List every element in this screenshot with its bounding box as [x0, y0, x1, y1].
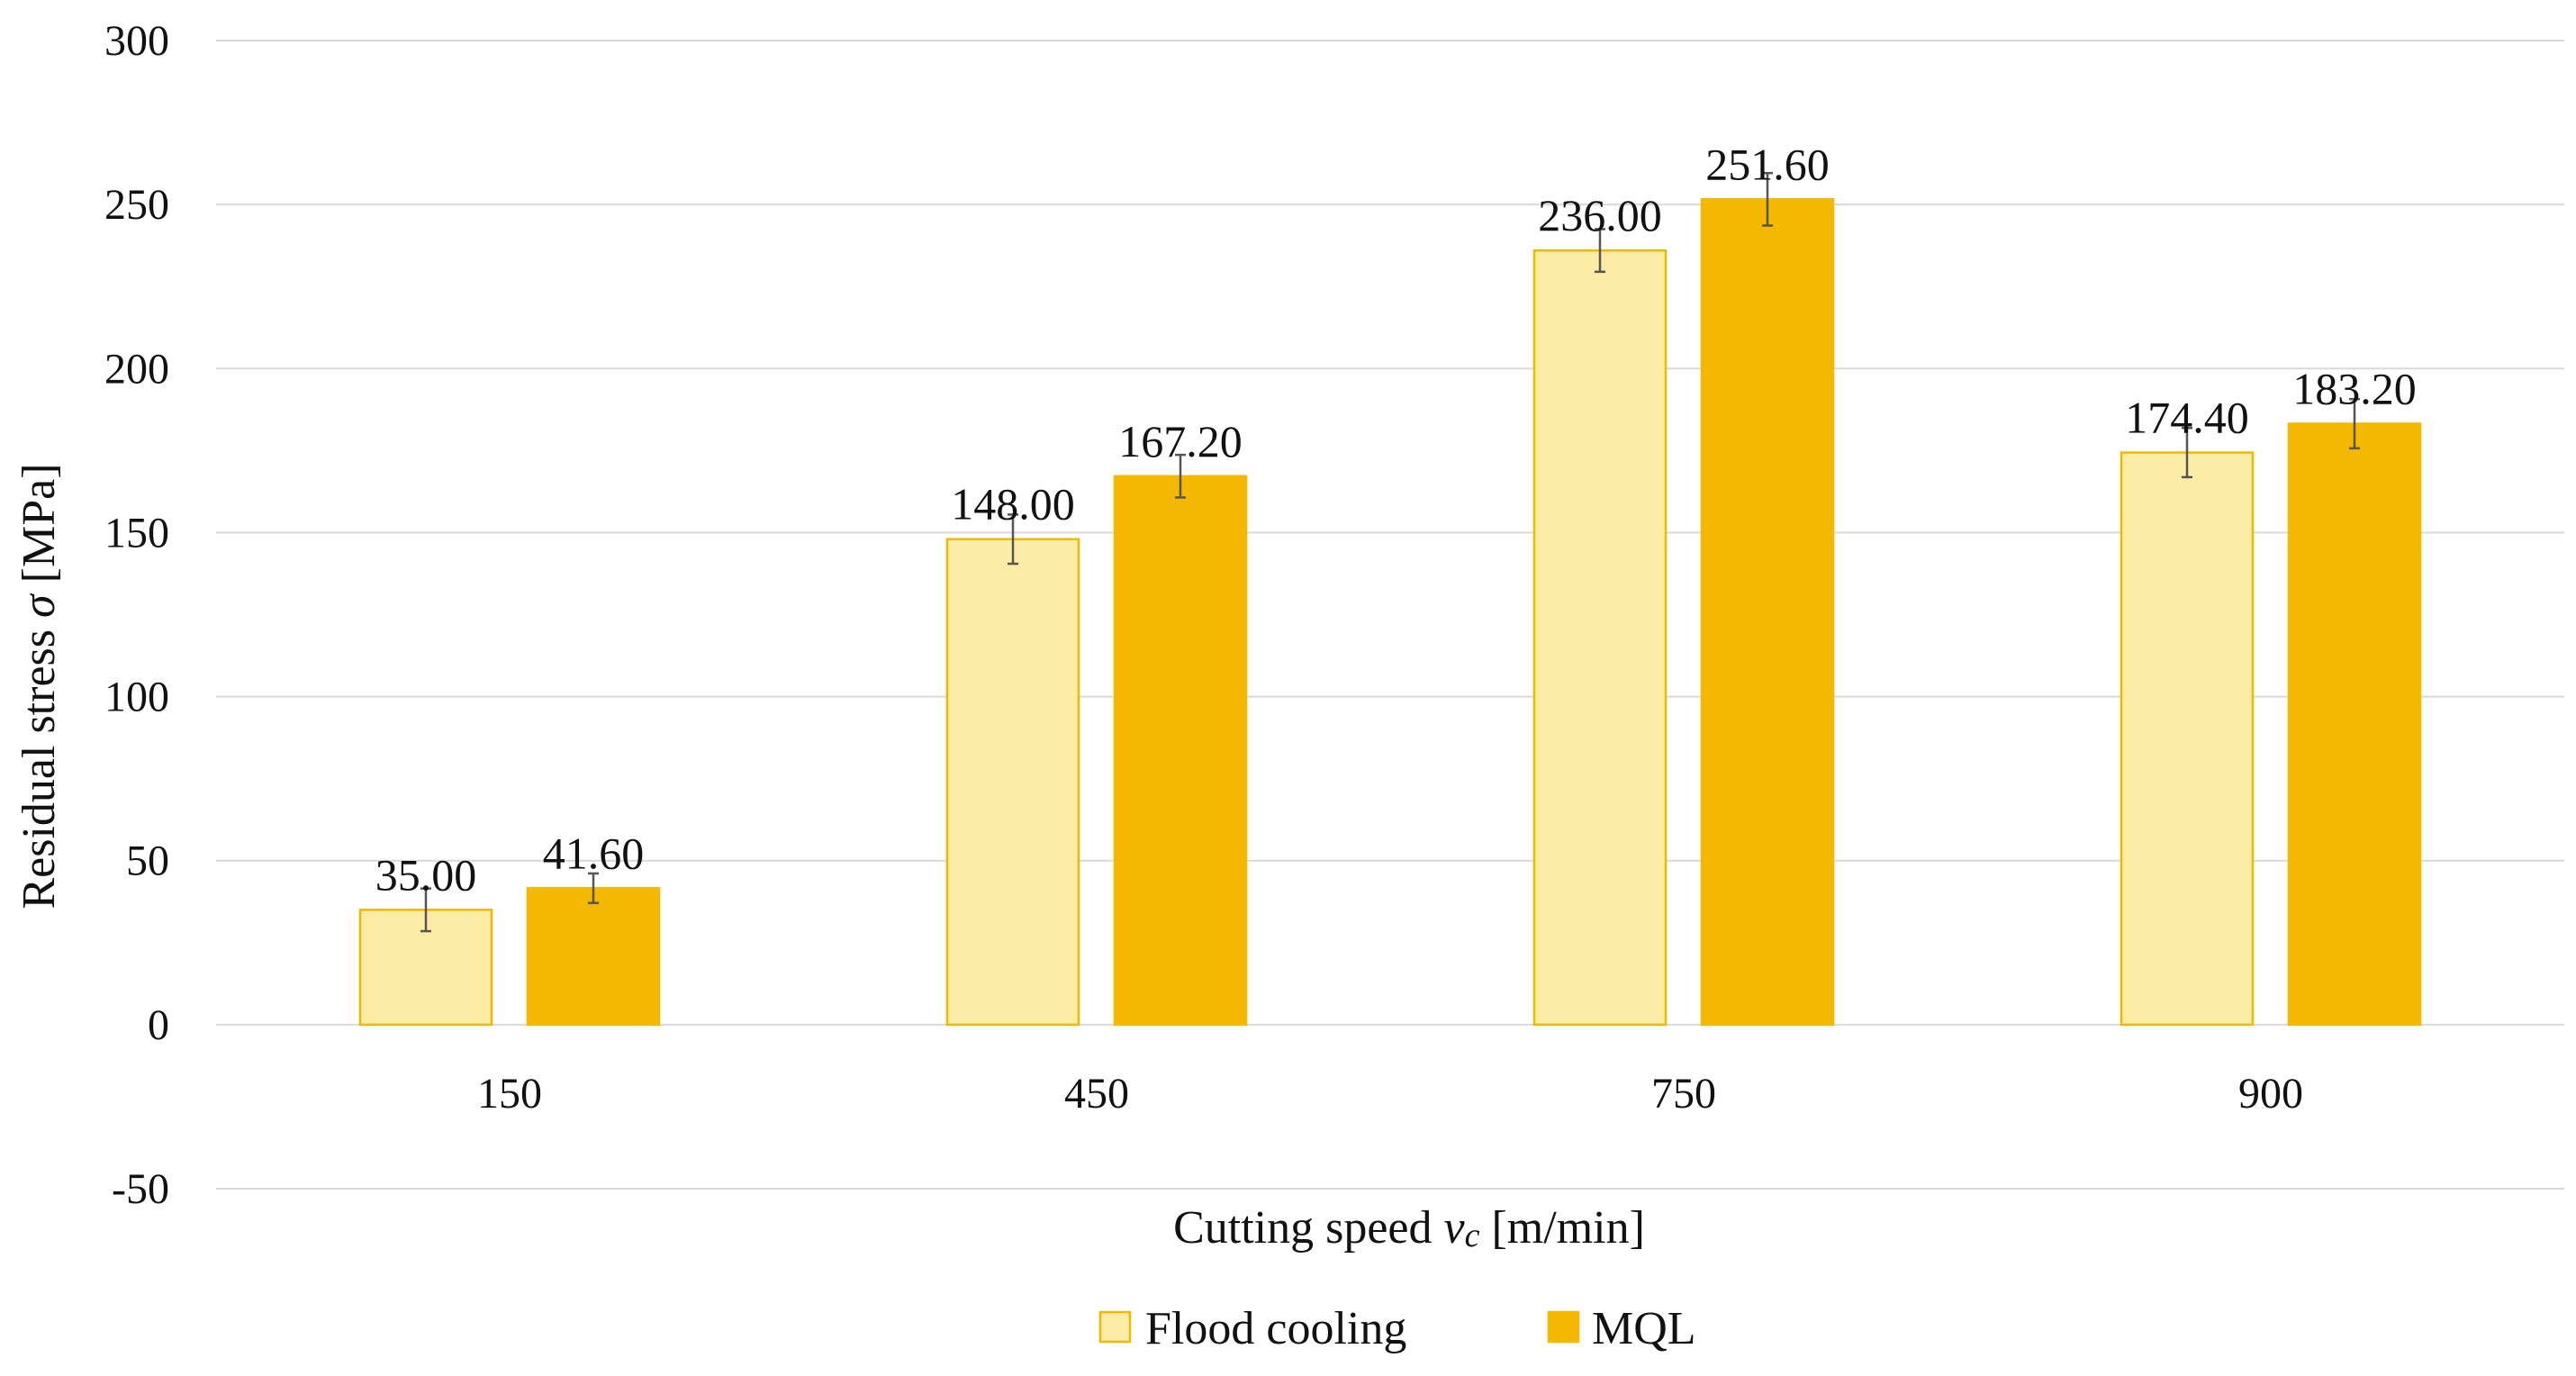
y-tick-label: 100 [104, 674, 169, 721]
x-axis-title: Cutting speed vc [m/min] [1173, 1202, 1645, 1254]
y-tick-label: 300 [104, 17, 169, 65]
y-tick-label: 150 [104, 509, 169, 557]
error-bar [420, 887, 431, 933]
y-tick-label: 250 [104, 181, 169, 229]
error-bar [1175, 453, 1186, 499]
legend-label-flood-cooling: Flood cooling [1145, 1303, 1406, 1354]
data-label: 174.40 [2125, 393, 2249, 443]
bar-flood-cooling [1532, 249, 1668, 1027]
legend-swatch-mql [1547, 1310, 1580, 1344]
data-labels: 35.00 41.60 148.00 167.20 236.00 251.60 174.40… [375, 139, 2417, 900]
y-axis-ticks: -50 0 50 100 150 200 250 300 [104, 17, 169, 1213]
data-label: 41.60 [543, 828, 645, 878]
x-tick-label: 150 [477, 1070, 542, 1118]
x-axis-ticks: 150 450 750 900 [477, 1070, 2303, 1118]
data-label: 167.20 [1118, 416, 1243, 466]
x-tick-label: 750 [1651, 1070, 1716, 1118]
error-bar [1008, 513, 1018, 566]
bars [358, 198, 2422, 1027]
bar-mql [2287, 422, 2422, 1027]
y-tick-label: 50 [126, 837, 169, 885]
y-tick-label: -50 [112, 1165, 169, 1213]
error-bar [1762, 171, 1773, 227]
legend: Flood cooling MQL [1098, 1303, 1696, 1354]
data-label: 236.00 [1538, 190, 1662, 240]
x-tick-label: 900 [2238, 1070, 2303, 1118]
legend-swatch-flood-cooling [1098, 1310, 1132, 1344]
data-label: 183.20 [2292, 363, 2417, 413]
bar-flood-cooling [945, 538, 1080, 1027]
x-tick-label: 450 [1064, 1070, 1129, 1118]
error-bars [420, 171, 2360, 933]
legend-label-mql: MQL [1592, 1303, 1696, 1354]
error-bar [2182, 426, 2192, 479]
bar-flood-cooling [2120, 451, 2255, 1027]
bar-mql [1113, 475, 1248, 1027]
data-label: 148.00 [951, 479, 1075, 530]
data-label: 35.00 [375, 849, 477, 900]
error-bar [2349, 397, 2360, 450]
y-axis-title: Residual stress σ [MPa] [14, 463, 65, 909]
y-tick-label: 0 [148, 1001, 169, 1049]
data-label: 251.60 [1705, 139, 1830, 189]
error-bar [1595, 228, 1605, 274]
y-tick-label: 200 [104, 345, 169, 393]
bar-mql [526, 887, 661, 1027]
bar-mql [1700, 198, 1835, 1027]
error-bar [588, 872, 599, 904]
